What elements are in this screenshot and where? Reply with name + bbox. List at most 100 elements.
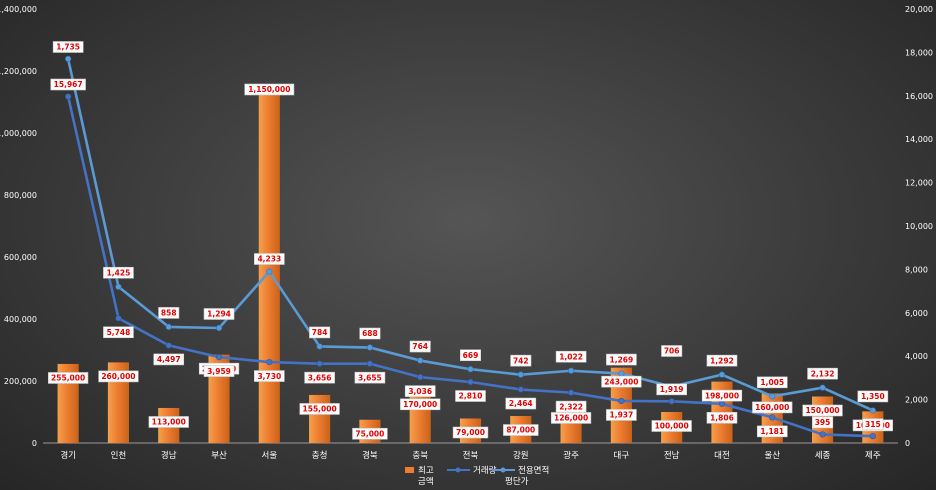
right-axis: 0 2,000 4,000 6,000 8,000 10,000 12,000 14,000 1… [905,5,933,448]
price-value-label-box [807,367,838,380]
category-label: 인천 [111,450,127,461]
bar-value-label-text: 255,000 [51,374,85,383]
price-value-label-text: 742 [513,356,529,365]
bar-value-label-box [651,420,692,432]
left-tick-label: 400,000 [4,315,37,324]
category-label: 제주 [865,451,881,461]
price-value-label-box [857,390,889,403]
price-value-label-box [103,266,134,279]
bar-value-label-box [550,412,592,424]
volume-value-label-text: 1,919 [660,385,684,394]
price-value-label: 669 [459,349,481,362]
line-series [65,55,876,440]
price-value-label: 1,269 [606,353,637,366]
price-value-label-text: 764 [412,342,428,351]
bar-value-label-box [352,427,388,440]
bar-value-label: 243,000 [601,375,642,388]
bar-value-label-box [148,416,189,428]
volume-value-label: 3,959 [203,365,235,377]
bar-value-label-text: 113,000 [152,418,186,427]
left-tick-label: 0 [32,439,37,448]
volume-value-label-text: 2,810 [459,392,483,401]
volume-point [115,315,122,322]
price-point [467,366,474,373]
price-value-label: 764 [409,340,431,353]
price-point [366,344,374,351]
bar-value-label-text: 87,000 [506,426,535,435]
price-value-label: 1,350 [857,390,889,403]
left-tick-label: 1,200,000 [0,67,37,76]
price-value-label: 1,005 [756,376,788,389]
volume-point [819,431,826,438]
right-tick-label: 2,000 [905,396,928,405]
price-value-label-text: 1,269 [610,355,634,364]
volume-value-label: 1,937 [606,409,637,421]
bar-value-label-box [299,403,340,415]
price-value-label-text: 669 [463,351,479,360]
bar-value-label-box [701,389,743,402]
price-value-label-text: 1,294 [207,310,231,319]
left-tick-label: 1,000,000 [0,129,37,138]
category-label: 충북 [412,451,428,461]
volume-value-label-box [555,400,587,413]
category-label: 경남 [161,450,177,461]
bar [107,362,130,443]
price-value-label-text: 706 [664,347,680,356]
price-value-label-box [254,253,285,265]
right-tick-label: 0 [905,439,910,448]
left-tick-label: 600,000 [4,253,37,262]
volume-value-label: 315 [862,418,884,430]
bar-value-label-text: 100,000 [655,422,689,431]
volume-value-label: 4,497 [153,353,185,366]
price-value-label-text: 688 [362,329,378,338]
bar-value-label-box [98,370,139,383]
bar-value-label: 255,000 [48,372,89,384]
left-axis: 0 200,000 400,000 600,000 800,000 1,000,000 1,… [0,5,37,448]
volume-point [769,414,776,421]
volume-value-label: 2,810 [455,390,486,402]
category-label: 대전 [714,450,730,461]
volume-value-label: 15,967 [50,78,86,91]
volume-line [66,96,873,438]
bar-value-label: 113,000 [148,416,189,428]
volume-point [668,398,675,405]
volume-point [316,360,323,367]
price-point [567,367,575,374]
category-label: 전남 [664,450,680,461]
price-value-label-text: 1,022 [559,352,583,361]
category-label: 서울 [262,451,278,461]
price-value-label-box [606,353,637,366]
price-value-label: 1,735 [52,41,84,53]
left-tick-label: 200,000 [4,377,37,386]
price-point [718,371,726,378]
category-label: 세종 [815,451,831,461]
volume-value-label-text: 315 [865,420,881,429]
bar-value-label: 79,000 [452,426,489,439]
price-value-label-text: 784 [312,328,328,337]
category-label: 경기 [60,450,76,461]
bar-value-label-text: 243,000 [604,377,638,386]
bar-value-label-text: 150,000 [805,406,839,415]
volume-value-label-box [862,418,884,430]
right-tick-label: 20,000 [905,5,933,14]
price-value-label: 2,132 [807,367,838,380]
price-value-label-box [52,41,84,53]
volume-value-label: 3,730 [254,370,285,382]
right-tick-label: 18,000 [905,48,933,57]
category-label: 울산 [764,450,780,461]
volume-point [215,353,223,361]
bar-value-label-text: 260,000 [101,372,135,381]
category-label: 충청 [312,451,328,461]
legend-marker-price [500,467,506,473]
volume-point [618,397,625,405]
price-value-label-box [409,340,431,353]
volume-value-label-box [354,371,386,384]
bar-value-label-box [452,426,489,439]
legend-marker-volume [455,467,461,473]
bar-value-label: 126,000 [550,412,592,424]
category-label: 부산 [211,450,227,461]
price-value-label: 1,292 [706,354,738,367]
price-value-label: 1,294 [203,308,235,320]
volume-value-label-box [505,397,537,410]
legend-swatch-bar [405,467,414,473]
